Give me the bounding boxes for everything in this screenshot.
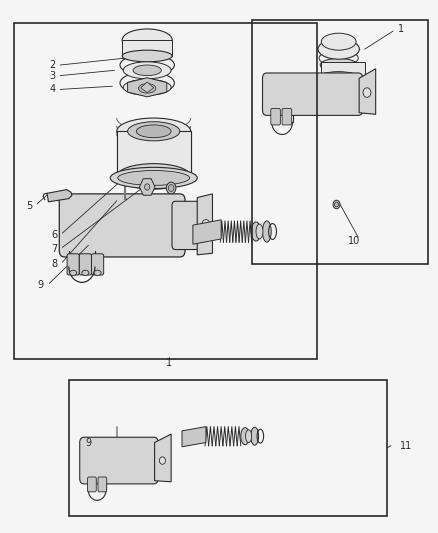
Ellipse shape [321,33,356,50]
Polygon shape [139,179,155,195]
FancyBboxPatch shape [59,194,185,257]
Bar [117,131,191,176]
Ellipse shape [159,457,166,464]
Ellipse shape [94,270,101,276]
Ellipse shape [168,184,174,191]
Ellipse shape [117,118,191,144]
Polygon shape [182,426,206,447]
Text: 1: 1 [166,358,172,368]
FancyBboxPatch shape [92,254,104,275]
Ellipse shape [166,182,176,194]
Ellipse shape [318,39,359,59]
FancyBboxPatch shape [80,437,158,484]
Bar [14,22,317,359]
Ellipse shape [256,224,263,239]
Polygon shape [47,190,72,202]
Ellipse shape [317,71,360,85]
Ellipse shape [246,430,252,442]
FancyBboxPatch shape [98,477,107,492]
FancyBboxPatch shape [282,109,292,125]
Text: 1: 1 [398,24,404,34]
Text: 8: 8 [51,259,57,269]
Ellipse shape [136,125,171,138]
Text: 5: 5 [27,200,33,211]
FancyBboxPatch shape [67,254,79,275]
FancyBboxPatch shape [262,73,363,115]
Ellipse shape [333,200,340,209]
Ellipse shape [120,72,174,94]
Ellipse shape [133,65,161,76]
Bar [122,40,172,56]
Text: 4: 4 [49,84,56,94]
Ellipse shape [320,59,357,71]
Ellipse shape [138,84,156,93]
Ellipse shape [70,270,77,276]
FancyBboxPatch shape [271,109,280,125]
Text: 6: 6 [51,230,57,240]
Text: 10: 10 [348,236,360,246]
Text: 11: 11 [400,441,412,451]
Polygon shape [193,220,221,244]
FancyBboxPatch shape [79,254,92,275]
Ellipse shape [241,427,250,445]
Polygon shape [197,194,212,255]
Ellipse shape [127,122,180,141]
Ellipse shape [335,202,339,207]
Polygon shape [155,434,171,482]
Ellipse shape [319,50,358,66]
Polygon shape [127,78,167,97]
Ellipse shape [145,184,150,190]
Ellipse shape [363,88,371,98]
Bar [321,62,365,78]
Bar [252,20,428,264]
Ellipse shape [123,79,171,95]
FancyBboxPatch shape [172,201,203,249]
Polygon shape [141,82,154,93]
Ellipse shape [122,29,172,51]
Ellipse shape [262,221,271,242]
Ellipse shape [120,54,174,76]
Ellipse shape [118,171,190,185]
Text: 9: 9 [38,280,44,290]
Ellipse shape [82,270,89,276]
Ellipse shape [251,222,261,241]
Text: 2: 2 [49,60,56,70]
Ellipse shape [123,62,171,79]
Ellipse shape [110,167,197,189]
Ellipse shape [122,50,172,62]
Bar [69,381,387,516]
Text: 9: 9 [85,438,92,448]
Ellipse shape [251,427,258,445]
Text: 7: 7 [51,244,58,254]
Text: 3: 3 [49,70,56,80]
Polygon shape [359,69,376,114]
FancyBboxPatch shape [88,477,96,492]
Ellipse shape [117,164,191,189]
Ellipse shape [202,220,210,229]
